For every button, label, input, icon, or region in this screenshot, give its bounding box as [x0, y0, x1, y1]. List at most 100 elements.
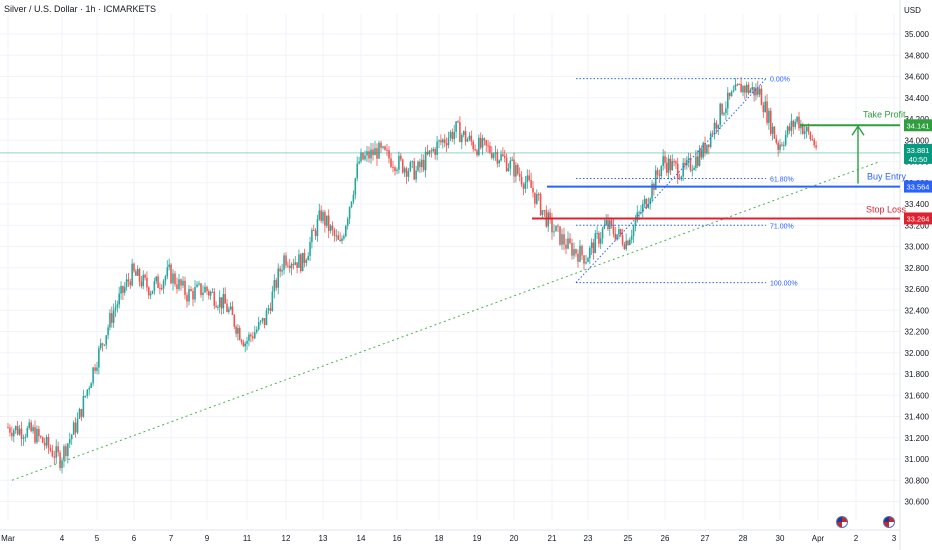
candle-body: [762, 105, 765, 113]
candle-body: [658, 174, 661, 176]
candle-body: [796, 116, 798, 122]
candle-body: [346, 218, 349, 226]
candle-body: [127, 279, 130, 282]
candle-body: [777, 142, 779, 150]
candle-body: [396, 169, 398, 172]
candle-body: [749, 89, 752, 93]
candle-body: [500, 154, 502, 161]
candle-body: [250, 334, 252, 337]
candle-body: [12, 430, 15, 437]
candle-body: [30, 422, 32, 432]
take-profit-price-text: 34.141: [907, 121, 930, 130]
candle-body: [326, 215, 328, 226]
candle-body: [569, 238, 571, 244]
candle-body: [103, 344, 106, 346]
candle-body: [401, 159, 404, 173]
y-tick-label: 31.800: [905, 370, 930, 379]
candle-body: [702, 142, 704, 158]
candle-body: [472, 141, 474, 150]
candle-body: [487, 145, 489, 147]
candle-body: [146, 277, 148, 288]
y-tick-label: 34.400: [905, 94, 930, 103]
chart-title: Silver / U.S. Dollar · 1h · ICMARKETS: [4, 4, 157, 14]
x-tick-label: 28: [739, 534, 748, 543]
candle-body: [101, 343, 104, 345]
candle-body: [314, 230, 317, 237]
candle-body: [411, 161, 414, 163]
candle-body: [99, 343, 102, 349]
us-flag-icon[interactable]: [883, 516, 895, 528]
candle-body: [528, 175, 530, 181]
candle-body: [642, 203, 644, 213]
candle-body: [55, 446, 58, 458]
candle-body: [352, 194, 355, 202]
candle-body: [496, 152, 499, 164]
x-tick-label: 6: [132, 534, 137, 543]
candle-body: [149, 293, 152, 296]
candle-body: [594, 233, 597, 254]
x-tick-label: 12: [282, 534, 291, 543]
candle-body: [242, 342, 245, 347]
candle-body: [49, 447, 52, 451]
candle-body: [122, 286, 124, 293]
candle-body: [768, 110, 770, 123]
candle-body: [421, 159, 423, 168]
candle-body: [301, 252, 304, 272]
candle-body: [758, 88, 761, 95]
candle-body: [120, 286, 122, 294]
candle-body: [204, 286, 206, 293]
candle-body: [370, 149, 372, 159]
x-tick-label: 18: [435, 534, 444, 543]
candle-body: [211, 291, 214, 293]
candle-body: [350, 201, 353, 208]
last-price-text: 33.881: [907, 146, 930, 155]
candle-body: [805, 126, 808, 132]
candle-body: [226, 303, 228, 312]
candle-body: [675, 161, 677, 164]
candle-body: [440, 140, 442, 143]
y-tick-label: 32.200: [905, 328, 930, 337]
y-tick-label: 34.000: [905, 136, 930, 145]
candle-body: [592, 242, 595, 254]
candle-body: [632, 226, 635, 237]
candle-body: [68, 439, 71, 444]
candle-body: [409, 162, 412, 172]
candle-body: [451, 132, 454, 140]
candle-body: [498, 160, 500, 164]
candle-body: [382, 146, 384, 148]
candle-body: [341, 238, 343, 242]
candle-body: [231, 306, 234, 315]
fib-level-label: 100.00%: [770, 281, 798, 288]
candle-body: [34, 427, 36, 443]
candle-body: [706, 144, 708, 154]
candle-body: [403, 168, 406, 173]
candle-body: [671, 161, 674, 171]
candle-body: [711, 133, 714, 135]
candle-body: [384, 146, 386, 150]
candle-body: [32, 427, 34, 432]
candle-body: [112, 310, 115, 323]
candle-body: [118, 293, 120, 305]
candle-body: [461, 134, 463, 143]
candle-body: [695, 156, 697, 168]
candle-body: [766, 101, 768, 123]
candle-body: [228, 309, 230, 312]
y-tick-label: 33.200: [905, 221, 930, 230]
candle-body: [61, 460, 63, 469]
us-flag-icon[interactable]: [836, 516, 848, 528]
candle-body: [111, 313, 113, 323]
candle-body: [312, 229, 315, 231]
y-tick-label: 35.000: [905, 30, 930, 39]
candle-body: [555, 225, 557, 232]
candle-body: [271, 291, 274, 311]
candle-body: [511, 159, 513, 161]
candle-body: [649, 198, 651, 205]
candle-body: [215, 305, 217, 308]
candle-body: [543, 210, 546, 212]
candle-body: [596, 232, 598, 234]
candle-body: [261, 318, 264, 321]
x-tick-label: 27: [701, 534, 710, 543]
candle-body: [380, 142, 382, 148]
candle-body: [682, 162, 684, 177]
